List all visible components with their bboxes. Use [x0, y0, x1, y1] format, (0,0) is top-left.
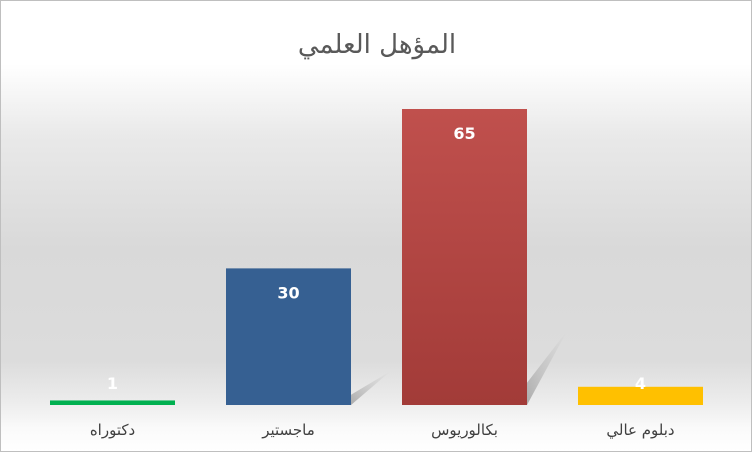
x-tick-label: دكتوراه	[90, 421, 135, 439]
bar-shadow	[527, 331, 567, 405]
chart-title: المؤهل العلمي	[298, 30, 456, 60]
x-tick-label: ماجستير	[261, 421, 315, 439]
bar-2	[226, 268, 351, 405]
bar-3	[402, 109, 527, 405]
x-tick-label: دبلوم عالي	[606, 421, 674, 440]
x-tick-label: بكالوريوس	[431, 421, 498, 439]
data-label: 65	[453, 124, 475, 143]
bar-4	[578, 386, 703, 405]
data-label: 1	[107, 374, 118, 393]
bar-1	[50, 400, 175, 405]
bar-shadow	[351, 370, 391, 405]
data-label: 30	[277, 283, 299, 302]
data-label: 4	[635, 374, 646, 393]
